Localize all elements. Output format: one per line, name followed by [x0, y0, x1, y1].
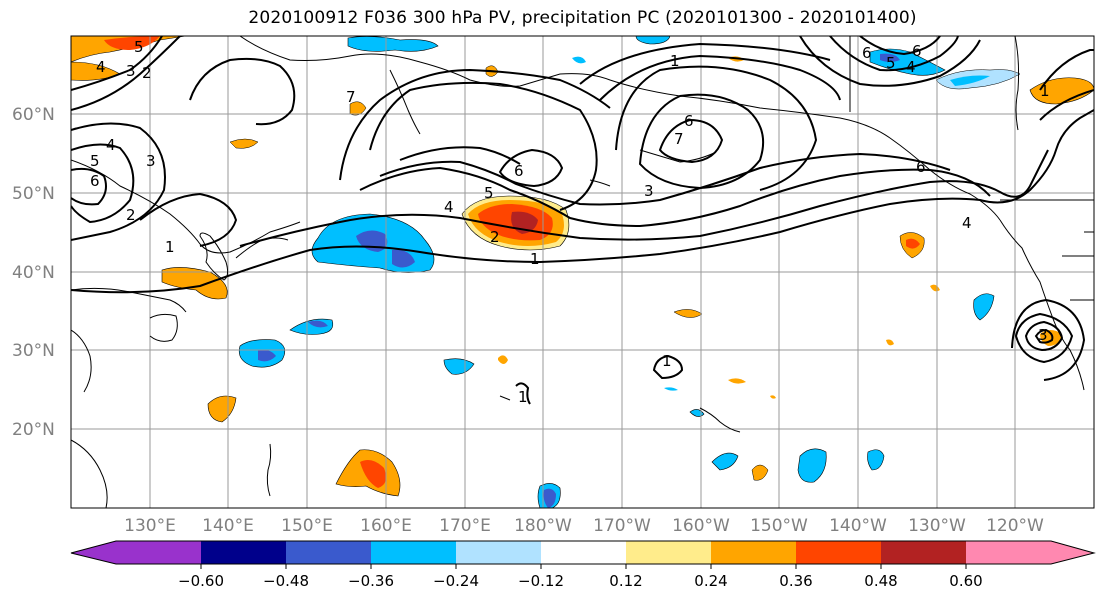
- contour-label: 2: [126, 206, 136, 224]
- contour-label: 4: [106, 136, 116, 154]
- colorbar-tick-label: −0.12: [518, 572, 564, 590]
- lon-label: 160°E: [360, 516, 412, 536]
- lat-label: 50°N: [12, 184, 55, 204]
- colorbar-swatch: [371, 541, 456, 564]
- lat-label: 30°N: [12, 341, 55, 361]
- colorbar-swatch: [286, 541, 371, 564]
- lat-label: 60°N: [12, 105, 55, 125]
- map-frame: [70, 35, 1095, 509]
- lon-label: 120°W: [986, 516, 1044, 536]
- colorbar-tick-label: 0.60: [949, 572, 982, 590]
- colorbar-swatch: [711, 541, 796, 564]
- contour-label: 1: [1040, 82, 1050, 100]
- contour-label: 4: [906, 58, 916, 76]
- colorbar-swatch: [116, 541, 201, 564]
- pv-contours: [71, 36, 1094, 405]
- contour-label: 2: [490, 228, 500, 246]
- contour-label: 6: [916, 158, 926, 176]
- coastlines: [71, 36, 1094, 508]
- latitude-labels: 60°N 50°N 40°N 30°N 20°N: [12, 105, 55, 440]
- map-title: 2020100912 F036 300 hPa PV, precipitatio…: [248, 8, 917, 28]
- colorbar-outline: [70, 540, 1096, 565]
- colorbar-swatch: [966, 541, 1051, 564]
- contour-label: 7: [674, 130, 684, 148]
- lon-label: 170°W: [593, 516, 651, 536]
- colorbar-swatch: [796, 541, 881, 564]
- lon-label: 130°W: [908, 516, 966, 536]
- contour-label: 1: [165, 238, 175, 256]
- contour-label: 3: [644, 182, 654, 200]
- contour-label: 1: [530, 250, 540, 268]
- contour-label: 5: [90, 152, 100, 170]
- lon-label: 170°E: [439, 516, 491, 536]
- lat-label: 20°N: [12, 420, 55, 440]
- lon-label: 130°E: [124, 516, 176, 536]
- colorbar-tick-label: 0.48: [864, 572, 897, 590]
- colorbar-tick-label: 0.24: [694, 572, 727, 590]
- contour-label: 3: [1038, 326, 1048, 344]
- contour-label: 5: [134, 38, 144, 56]
- lon-label: 150°E: [281, 516, 333, 536]
- colorbar-swatch: [881, 541, 966, 564]
- contour-label: 6: [912, 42, 922, 60]
- lon-label: 140°W: [829, 516, 887, 536]
- contour-label: 6: [90, 172, 100, 190]
- colorbar-swatch: [626, 541, 711, 564]
- colorbar-tick-label: −0.60: [178, 572, 224, 590]
- lat-label: 40°N: [12, 263, 55, 283]
- contour-label: 4: [444, 198, 454, 216]
- lon-label: 180°W: [514, 516, 572, 536]
- contour-label: 3: [126, 62, 136, 80]
- contour-label: 1: [662, 352, 672, 370]
- colorbar-tick-label: −0.36: [348, 572, 394, 590]
- colorbar-tick-label: 0.12: [609, 572, 642, 590]
- colorbar-swatch: [456, 541, 541, 564]
- contour-label: 3: [146, 152, 156, 170]
- lon-label: 140°E: [202, 516, 254, 536]
- contour-label: 4: [96, 58, 106, 76]
- pv-contour-labels: 1 2 4 5 6 7 1 2 3 4 5 6 5 4 3 2 1 6 7 3 …: [90, 38, 1050, 406]
- map-gridlines: [71, 36, 1094, 508]
- colorbar-tick-label: −0.48: [263, 572, 309, 590]
- contour-label: 5: [484, 184, 494, 202]
- contour-label: 6: [684, 112, 694, 130]
- contour-label: 1: [670, 52, 680, 70]
- colorbar: −0.60 −0.48 −0.36 −0.24 −0.12 0.12 0.24 …: [70, 540, 1096, 590]
- lon-label: 160°W: [672, 516, 730, 536]
- contour-label: 5: [886, 54, 896, 72]
- colorbar-extend-high: [1051, 541, 1094, 564]
- precip-negative-shading: [238, 36, 1021, 508]
- colorbar-extend-low: [71, 541, 116, 564]
- contour-label: 6: [514, 162, 524, 180]
- map-plot-area: 1 2 4 5 6 7 1 2 3 4 5 6 5 4 3 2 1 6 7 3 …: [71, 36, 1094, 508]
- colorbar-tick-label: 0.36: [779, 572, 812, 590]
- longitude-labels: 130°E 140°E 150°E 160°E 170°E 180°W 170°…: [124, 516, 1044, 536]
- contour-label: 7: [346, 88, 356, 106]
- lon-label: 150°W: [750, 516, 808, 536]
- colorbar-swatch: [541, 541, 626, 564]
- colorbar-swatch: [201, 541, 286, 564]
- colorbar-tick-label: −0.24: [433, 572, 479, 590]
- contour-label: 2: [142, 64, 152, 82]
- contour-label: 6: [862, 44, 872, 62]
- precip-positive-shading: [71, 36, 1094, 497]
- contour-label: 1: [518, 388, 528, 406]
- contour-label: 4: [962, 214, 972, 232]
